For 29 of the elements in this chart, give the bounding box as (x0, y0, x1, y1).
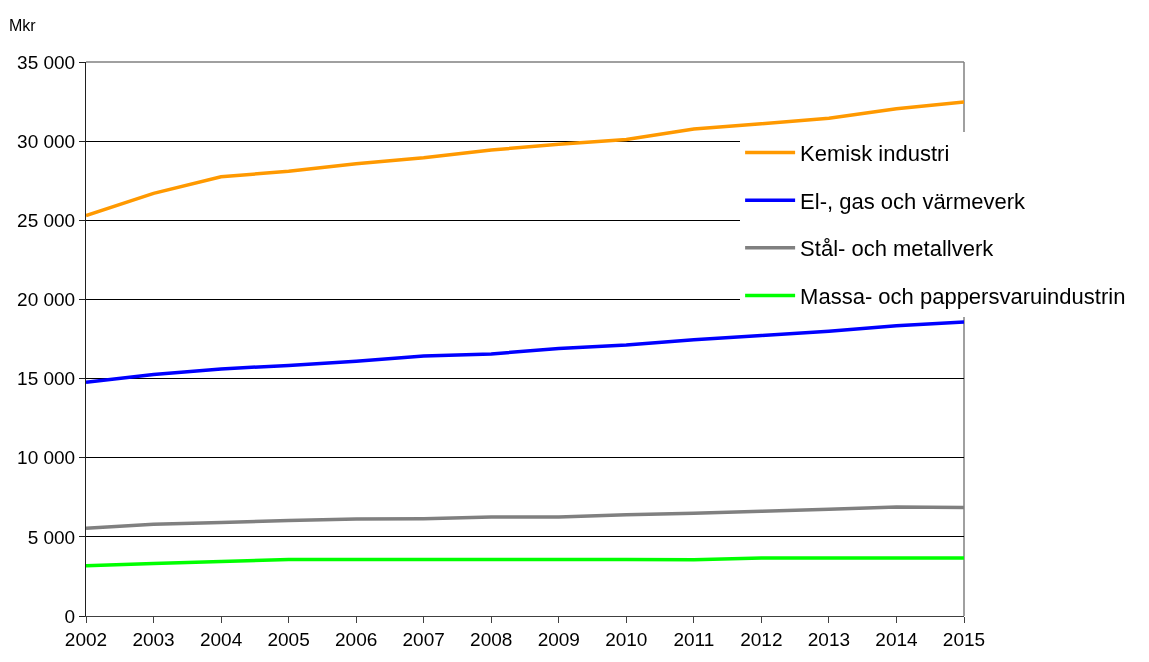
y-tick-label: 30 000 (17, 130, 76, 152)
x-tick-label: 2006 (335, 628, 378, 650)
y-axis-title: Mkr (9, 17, 37, 34)
x-tick-label: 2009 (537, 628, 580, 650)
line-series (86, 556, 964, 568)
x-tick-label: 2010 (605, 628, 648, 650)
y-tick-label: 35 000 (17, 51, 76, 73)
legend-label: Kemisk industri (800, 141, 950, 167)
legend-label: El-, gas och värmeverk (800, 188, 1027, 214)
y-tick-label: 10 000 (17, 447, 76, 469)
x-tick-label: 2004 (199, 628, 243, 650)
legend-label: Stål- och metallverk (800, 236, 995, 262)
y-tick-label: 0 (64, 605, 76, 627)
x-tick-label: 2015 (942, 628, 986, 650)
x-tick-label: 2013 (807, 628, 851, 650)
x-tick-label: 2005 (267, 628, 310, 650)
x-tick-label: 2012 (740, 628, 783, 650)
x-tick-label: 2014 (875, 628, 919, 650)
legend-label: Massa- och pappersvaruindustrin (800, 283, 1126, 309)
y-tick-label: 20 000 (17, 289, 76, 311)
x-tick-label: 2008 (470, 628, 513, 650)
y-tick-label: 25 000 (17, 209, 76, 231)
x-tick-label: 2007 (402, 628, 445, 650)
x-tick-label: 2003 (132, 628, 175, 650)
x-tick-label: 2011 (673, 628, 715, 650)
y-tick-label: 5 000 (27, 526, 76, 548)
y-tick-label: 15 000 (17, 368, 76, 390)
x-tick-label: 2002 (64, 628, 108, 650)
line-series (86, 320, 964, 385)
